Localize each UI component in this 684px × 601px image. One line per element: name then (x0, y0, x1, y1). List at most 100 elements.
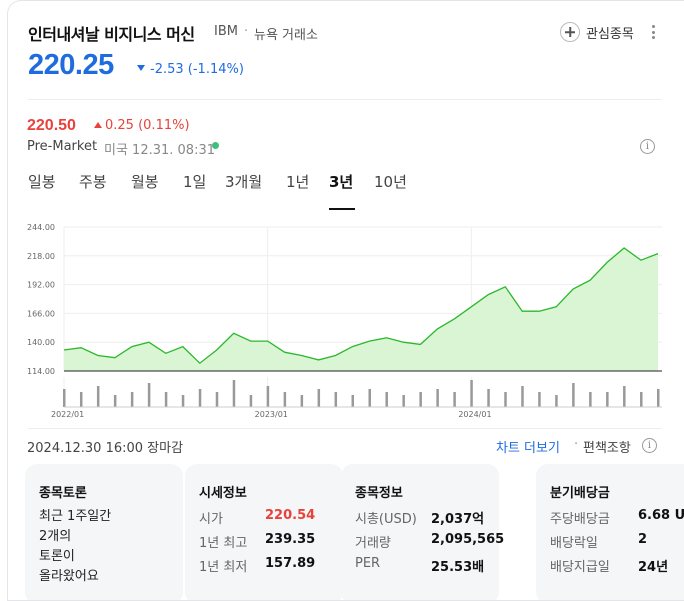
volume-bar (317, 389, 321, 407)
ex-dividend-value: 2 (638, 532, 648, 547)
stock-info-box[interactable]: 종목정보 시총(USD) 2,037억 거래량 2,095,565 PER 25… (341, 464, 504, 600)
ticker-symbol: IBM (214, 24, 238, 39)
premarket-change-percent: (0.11%) (138, 118, 190, 133)
live-indicator (212, 142, 219, 149)
open-label: 시가 (199, 512, 223, 527)
price-area (64, 248, 658, 371)
stock-card: 인터내셔날 비지니스 머신 IBM · 뉴욕 거래소 관심종목 220.25 -… (7, 0, 684, 601)
forum-line: 올라왔어요 (39, 569, 99, 584)
payment-date-value: 24년 (638, 560, 669, 575)
premarket-price: 220.50 (27, 117, 76, 134)
volume-bar (232, 380, 236, 407)
year-low-label: 1년 최저 (199, 560, 248, 575)
price-change-value: -2.53 (150, 62, 184, 77)
volume-bar (589, 392, 592, 407)
volume-bar (521, 386, 524, 407)
volume-bar (113, 395, 117, 407)
volume-bar (436, 389, 439, 407)
forum-line: 최근 1주일간 (39, 509, 112, 524)
volume-bar (504, 392, 507, 407)
market-cap-value: 2,037억 (431, 512, 485, 527)
price-change-percent: (-1.14%) (187, 62, 244, 77)
volume-bar (470, 380, 473, 407)
dividend-box[interactable]: 분기배당금 주당배당금 6.68 U 배당락일 2 배당지급일 24년 (536, 464, 684, 600)
dividend-title: 분기배당금 (550, 486, 610, 501)
volume-bar (402, 395, 405, 407)
price-line (63, 247, 659, 365)
per-value: 25.53배 (431, 560, 485, 575)
per-label: PER (355, 556, 381, 571)
volume-bar (453, 392, 456, 407)
premarket-change: 0.25 (0.11%) (105, 118, 190, 133)
volume-bar (657, 389, 660, 407)
x-tick-label: 2023/01 (255, 410, 288, 419)
volume-bar (164, 392, 168, 407)
volume-bar (79, 392, 83, 407)
volume-bar (555, 395, 558, 407)
watchlist-label: 관심종목 (586, 26, 634, 42)
market-cap-label: 시총(USD) (355, 512, 417, 527)
period-tabs: 일봉 주봉 월봉 1일 3개월 1년 3년 10년 (28, 171, 668, 210)
tab-1day[interactable]: 1일 (183, 173, 207, 191)
volume-bar (572, 383, 575, 407)
tab-daily[interactable]: 일봉 (28, 173, 56, 191)
x-tick-label: 2024/01 (458, 410, 491, 419)
premarket-time: 미국 12.31. 08:31 (104, 143, 215, 158)
exchange-name: 뉴욕 거래소 (254, 28, 318, 43)
volume-value: 2,095,565 (431, 532, 505, 547)
market-close-status: 2024.12.30 16:00 장마감 (27, 441, 184, 456)
divider (28, 99, 662, 100)
up-arrow-icon (94, 122, 102, 128)
tab-3month[interactable]: 3개월 (225, 173, 263, 191)
volume-bar (181, 395, 185, 407)
volume-bar (538, 392, 541, 407)
forum-line: 토론이 (39, 549, 75, 564)
market-info-box[interactable]: 시세정보 시가 220.54 1년 최고 239.35 1년 최저 157.89 (185, 464, 343, 600)
status-separator: · (574, 437, 579, 452)
price-change: -2.53 (-1.14%) (150, 62, 244, 77)
dividend-per-share-value: 6.68 U (638, 508, 684, 523)
volume-bar (283, 392, 287, 407)
stock-info-title: 종목정보 (355, 486, 403, 501)
premarket-label: Pre-Market (27, 139, 98, 154)
y-tick-label: 218.00 (27, 252, 55, 261)
y-tick-label: 192.00 (27, 281, 55, 290)
volume-bar (487, 389, 490, 407)
volume-bar (249, 395, 253, 407)
volume-bar (385, 392, 388, 407)
volume-bar (334, 392, 338, 407)
y-tick-label: 244.00 (27, 223, 55, 232)
chart-more-link[interactable]: 차트 더보기 (496, 441, 560, 456)
tab-1year[interactable]: 1년 (286, 173, 310, 191)
add-watchlist-button[interactable]: 관심종목 (560, 21, 634, 43)
volume-bar (351, 395, 355, 407)
volume-bar (419, 392, 422, 407)
price-chart[interactable]: 244.00 218.00 192.00 166.00 140.00 114.00 2022… (26, 219, 662, 419)
more-options-icon[interactable] (652, 25, 656, 39)
current-price: 220.25 (28, 49, 114, 81)
header-separator: · (244, 24, 249, 39)
volume-bar (198, 389, 202, 407)
volume-bar (266, 386, 270, 407)
stock-name: 인터내셔날 비지니스 머신 (28, 25, 195, 44)
volume-bar (96, 386, 100, 407)
open-value: 220.54 (265, 508, 316, 523)
year-high-value: 239.35 (265, 532, 316, 547)
info-icon[interactable]: i (640, 139, 655, 154)
tab-monthly[interactable]: 월봉 (131, 173, 159, 191)
volume-bar (640, 392, 643, 407)
volume-label: 거래량 (355, 536, 391, 551)
payment-date-label: 배당지급일 (550, 560, 610, 575)
tab-3year[interactable]: 3년 (329, 173, 354, 191)
forum-summary: 최근 1주일간 2개의 토론이 올라왔어요 (39, 507, 111, 587)
tab-weekly[interactable]: 주봉 (79, 173, 107, 191)
plus-icon (560, 22, 580, 42)
tab-10year[interactable]: 10년 (374, 173, 407, 191)
forum-box[interactable]: 종목토론 최근 1주일간 2개의 토론이 올라왔어요 (25, 464, 183, 600)
trade-lookup-link[interactable]: 편책조항 (583, 441, 631, 456)
active-tab-indicator (329, 208, 355, 210)
volume-bar (215, 392, 219, 407)
volume-bar (300, 395, 304, 407)
info-icon[interactable]: i (642, 438, 657, 453)
market-info-title: 시세정보 (199, 486, 247, 501)
